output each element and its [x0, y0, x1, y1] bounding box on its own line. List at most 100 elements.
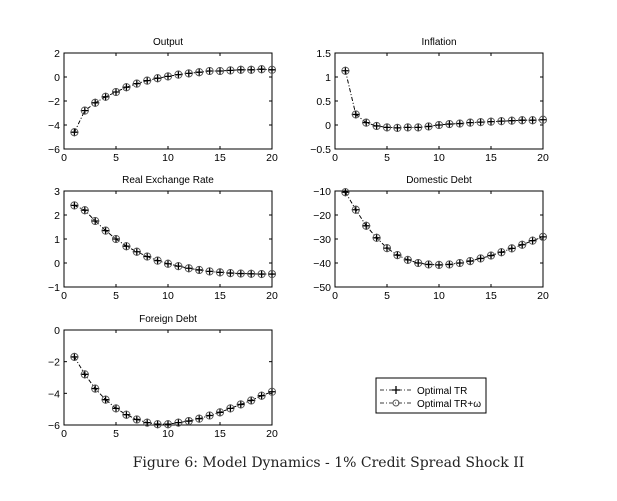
panel-title: Foreign Debt: [139, 314, 197, 325]
plus-marker: [466, 257, 475, 266]
plus-marker: [236, 400, 245, 409]
y-tick-label: 3: [54, 186, 60, 198]
circle-marker: [101, 226, 110, 235]
circle-marker: [153, 256, 162, 265]
circle-marker: [111, 234, 121, 244]
circle-marker: [111, 87, 121, 97]
circle-marker: [132, 415, 141, 424]
circle-marker: [257, 391, 266, 400]
circle-marker: [476, 254, 485, 263]
x-tick-label: 10: [162, 428, 174, 440]
legend-label: Optimal TR+ω: [417, 399, 481, 410]
x-tick-label: 20: [266, 152, 278, 164]
x-tick-label: 5: [384, 152, 390, 164]
circle-marker: [466, 257, 475, 266]
y-tick-label: −20: [313, 210, 331, 222]
circle-marker: [372, 121, 381, 131]
plus-marker: [112, 235, 120, 243]
y-tick-label: −2: [48, 96, 60, 108]
x-tick-label: 10: [433, 152, 445, 164]
series-line-optimal-tr-omega: [74, 356, 273, 425]
x-tick-label: 15: [485, 290, 497, 302]
plus-marker: [91, 217, 100, 225]
circle-marker: [174, 418, 183, 427]
y-tick-label: 2: [54, 48, 60, 60]
y-tick-label: −50: [313, 282, 331, 294]
circle-marker: [486, 117, 496, 126]
x-tick-label: 15: [214, 152, 226, 164]
plus-marker: [122, 83, 131, 92]
circle-marker: [91, 216, 100, 226]
plus-marker: [143, 252, 152, 261]
circle-marker: [528, 116, 537, 125]
circle-marker: [466, 118, 475, 127]
panel-title: Real Exchange Rate: [122, 175, 214, 186]
legend: Optimal TR Optimal TR+ω: [375, 377, 487, 414]
circle-marker: [163, 72, 173, 81]
circle-marker: [445, 260, 454, 269]
circle-marker: [143, 418, 152, 427]
circle-marker: [507, 244, 516, 253]
circle-marker: [341, 66, 350, 75]
circle-marker: [184, 264, 193, 273]
circle-marker: [195, 68, 204, 77]
circle-marker: [247, 269, 256, 278]
y-tick-label: −6: [48, 144, 60, 156]
circle-marker: [153, 74, 162, 83]
x-tick-label: 10: [433, 290, 445, 302]
circle-marker: [163, 259, 173, 268]
circle-marker: [351, 110, 360, 119]
y-tick-label: 0: [54, 258, 60, 270]
x-tick-label: 5: [113, 152, 119, 164]
circle-marker: [247, 396, 256, 405]
plus-marker: [184, 417, 193, 426]
panel-foreign-debt: Foreign Debt 0 5 10 15 20 −6 −4 −2 0: [48, 314, 278, 440]
circle-marker: [403, 255, 412, 264]
y-tick-label: −1: [48, 282, 60, 294]
y-tick-label: 1: [54, 234, 60, 246]
series-line-optimal-tr-omega: [74, 205, 272, 275]
circle-marker: [362, 221, 371, 230]
axes-box: [334, 190, 544, 288]
plus-marker: [414, 259, 423, 267]
circle-marker: [434, 260, 444, 269]
circle-marker: [111, 404, 121, 413]
x-tick-label: 5: [113, 428, 119, 440]
circle-marker: [362, 118, 371, 127]
circle-marker: [497, 248, 506, 257]
plus-marker: [216, 408, 224, 417]
circle-marker: [153, 420, 162, 429]
circle-marker: [122, 410, 131, 419]
series-line-optimal-tr-omega: [345, 191, 544, 266]
axes-box: [334, 52, 544, 150]
x-tick-label: 5: [384, 290, 390, 302]
circle-marker: [507, 116, 516, 125]
x-tick-label: 10: [162, 152, 174, 164]
circle-marker: [91, 98, 100, 107]
panel-title: Inflation: [421, 37, 456, 48]
circle-marker: [236, 400, 245, 409]
circle-marker: [195, 414, 204, 423]
figure-caption-wrap: Figure 6: Model Dynamics - 1% Credit Spr…: [0, 455, 617, 471]
x-tick-label: 0: [61, 428, 67, 440]
y-tick-label: −2: [48, 357, 60, 369]
y-tick-label: 0: [54, 325, 60, 337]
circle-marker: [247, 65, 256, 74]
circle-marker: [538, 115, 548, 124]
panel-title: Output: [153, 37, 183, 48]
circle-marker: [205, 66, 214, 76]
circle-marker: [174, 70, 183, 79]
circle-marker: [122, 83, 131, 92]
circle-marker: [267, 269, 277, 279]
x-tick-label: 5: [113, 290, 119, 302]
axes-box: [63, 190, 273, 288]
legend-circle-marker: [392, 399, 400, 407]
circle-marker: [215, 268, 225, 277]
x-tick-label: 0: [61, 152, 67, 164]
circle-marker: [163, 420, 173, 429]
circle-marker: [70, 201, 79, 210]
circle-marker: [143, 252, 152, 261]
circle-marker: [80, 206, 89, 215]
